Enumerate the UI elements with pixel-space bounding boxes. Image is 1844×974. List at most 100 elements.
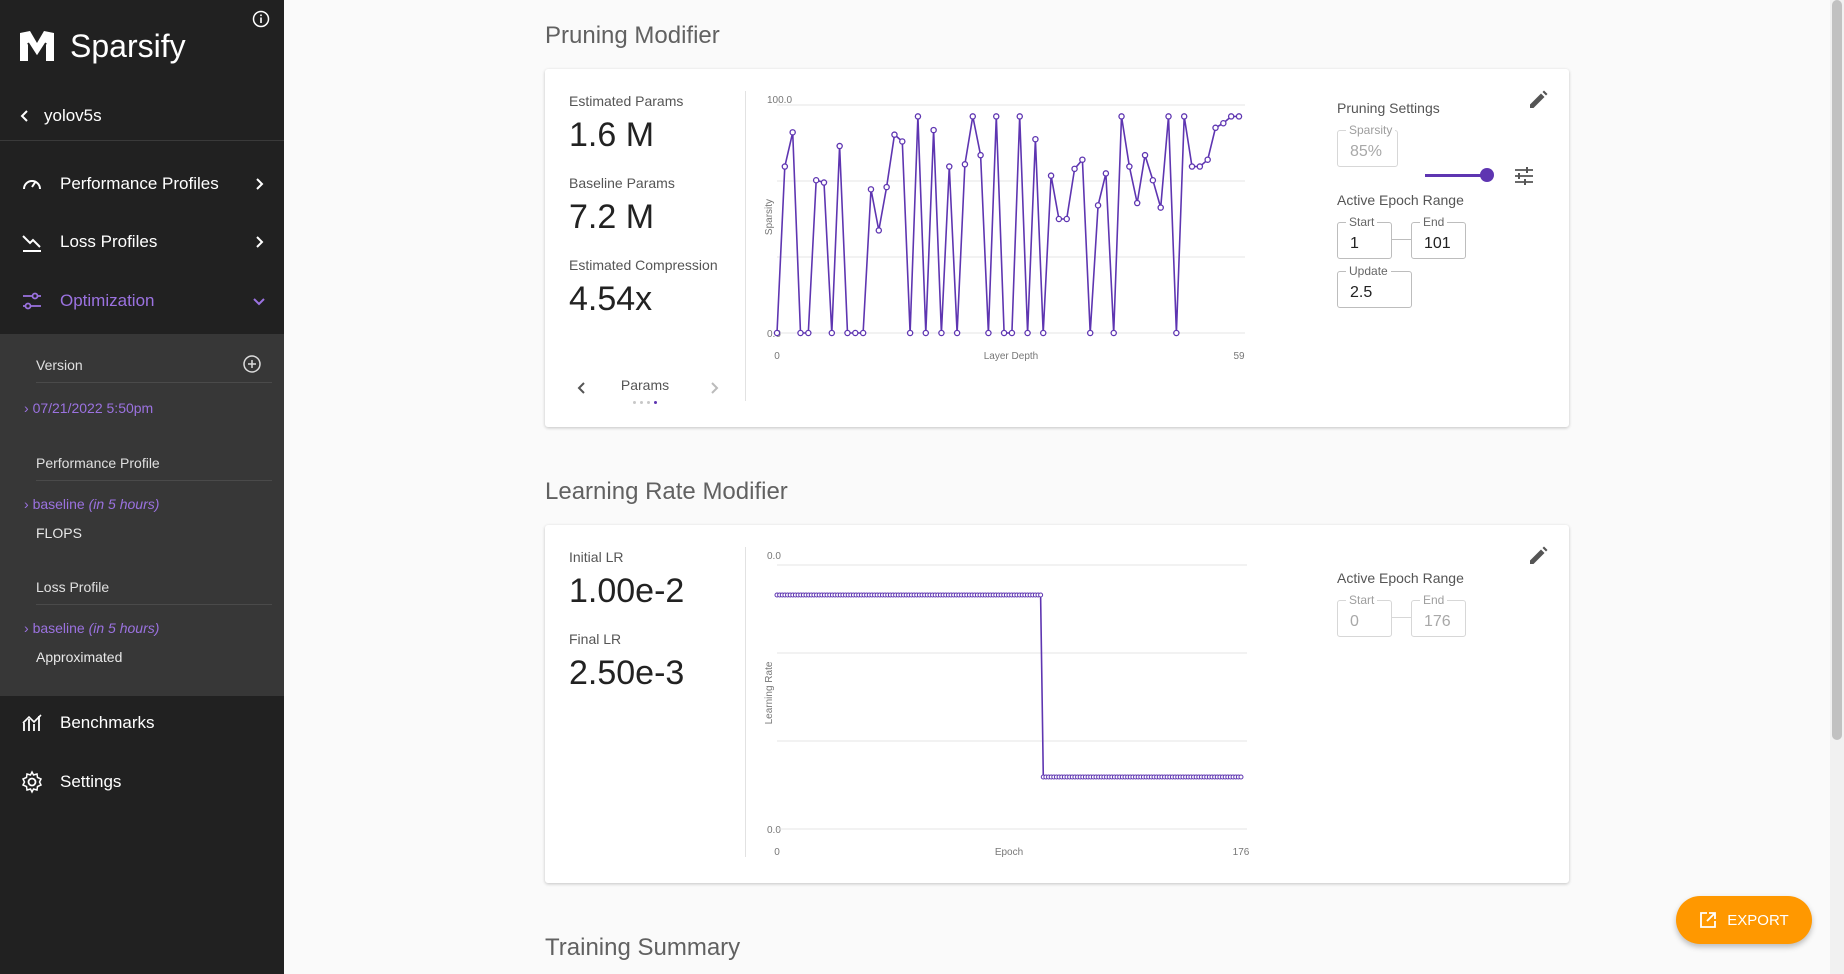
sparsity-point[interactable] (1032, 135, 1039, 143)
sparsity-point[interactable] (1133, 199, 1141, 207)
sparsity-point[interactable] (906, 329, 914, 337)
sparsity-point[interactable] (883, 183, 890, 191)
sparsity-point[interactable] (859, 329, 867, 337)
back-to-project[interactable]: yolov5s (0, 92, 284, 141)
lr-start-field[interactable]: Start 0 (1337, 593, 1392, 637)
tune-icon[interactable] (1513, 165, 1535, 187)
lr-point[interactable] (1238, 774, 1244, 780)
sparsity-point[interactable] (781, 163, 789, 170)
sparsity-point[interactable] (797, 329, 804, 337)
pruning-update-label: Update (1346, 264, 1391, 278)
chevron-left-icon[interactable] (575, 381, 589, 395)
perf-profile-link[interactable]: › baseline (in 5 hours) (24, 496, 160, 512)
sparsity-point[interactable] (812, 176, 820, 184)
sparsity-point[interactable] (922, 329, 930, 337)
sparsity-point[interactable] (1220, 119, 1227, 127)
pruning-start-value: 1 (1350, 235, 1359, 252)
sparsity-point[interactable] (914, 113, 922, 120)
sparsity-point[interactable] (961, 161, 969, 168)
sparsity-point[interactable] (899, 138, 906, 145)
nav-benchmarks[interactable]: Benchmarks (0, 694, 284, 752)
pruning-update-field[interactable]: Update 2.5 (1337, 264, 1412, 308)
sparsity-point[interactable] (1094, 202, 1102, 209)
sparsity-point[interactable] (1173, 329, 1180, 337)
sparsity-point[interactable] (805, 329, 812, 337)
sparsity-point[interactable] (1180, 113, 1188, 120)
sparsity-point[interactable] (891, 131, 898, 138)
sparsity-point[interactable] (1212, 124, 1219, 132)
sparsity-point[interactable] (977, 151, 984, 159)
sparsity-point[interactable] (1157, 204, 1164, 211)
sparsity-point[interactable] (1024, 329, 1031, 337)
sparsity-point[interactable] (1047, 172, 1055, 179)
sparsity-point[interactable] (1165, 113, 1172, 120)
sparsity-point[interactable] (938, 329, 945, 337)
sparsity-point[interactable] (867, 186, 875, 193)
trending-down-icon (22, 235, 41, 252)
lr-point[interactable] (1038, 592, 1044, 598)
nav-loss-profiles[interactable]: Loss Profiles (0, 213, 284, 271)
version-link[interactable]: › 07/21/2022 5:50pm (24, 400, 154, 416)
sparsity-point[interactable] (852, 329, 859, 337)
sparsity-point[interactable] (773, 329, 781, 337)
pruning-start-field[interactable]: Start 1 (1337, 215, 1392, 259)
sparsity-point[interactable] (875, 227, 883, 234)
sparsity-point[interactable] (1079, 156, 1086, 163)
sparsity-point[interactable] (1086, 329, 1094, 337)
sparsity-point[interactable] (1063, 215, 1070, 223)
page-scrollbar[interactable] (1830, 0, 1844, 974)
sparsity-point[interactable] (1188, 163, 1196, 170)
sparsity-point[interactable] (946, 163, 953, 170)
nav-settings[interactable]: Settings (0, 753, 284, 811)
carousel-dot[interactable] (640, 401, 643, 404)
scrollbar-thumb[interactable] (1832, 0, 1842, 740)
sparsity-point[interactable] (985, 329, 992, 337)
lr-end-field[interactable]: End 176 (1411, 593, 1466, 637)
sparsity-point[interactable] (1016, 113, 1023, 120)
sparsity-point[interactable] (820, 179, 828, 186)
sparsity-point[interactable] (1008, 329, 1016, 337)
sparsity-point[interactable] (1141, 151, 1149, 159)
nav-performance-profiles[interactable]: Performance Profiles (0, 155, 284, 213)
nav-optimization-label: Optimization (60, 291, 155, 310)
add-circle-icon[interactable] (242, 354, 262, 374)
sparsity-point[interactable] (1110, 329, 1117, 337)
carousel-dot[interactable] (647, 401, 650, 404)
sparsity-point[interactable] (836, 142, 843, 150)
carousel-dot[interactable] (633, 401, 636, 404)
sparsity-point[interactable] (844, 329, 851, 337)
sparsity-point[interactable] (1196, 163, 1204, 170)
info-icon[interactable] (252, 10, 270, 28)
sparsity-point[interactable] (930, 126, 937, 134)
carousel-dot-active[interactable] (654, 401, 657, 404)
sparsity-point[interactable] (1126, 163, 1133, 170)
sparsity-slider-track[interactable] (1425, 174, 1485, 177)
sparsity-slider-thumb[interactable] (1480, 168, 1494, 182)
brand[interactable]: Sparsify (18, 22, 186, 70)
sparsity-point[interactable] (969, 113, 977, 120)
sparsity-point[interactable] (1227, 113, 1235, 120)
sparsity-point[interactable] (993, 113, 1000, 120)
export-button[interactable]: EXPORT (1676, 896, 1812, 944)
sparsity-point[interactable] (1102, 170, 1110, 177)
sparsity-point[interactable] (789, 129, 796, 136)
chart-icon (22, 714, 42, 731)
sparsity-point[interactable] (1118, 113, 1125, 120)
pruning-end-field[interactable]: End 101 (1411, 215, 1466, 259)
loss-profile-link[interactable]: › baseline (in 5 hours) (24, 620, 160, 636)
pencil-icon[interactable] (1527, 89, 1549, 111)
pencil-icon[interactable] (1527, 545, 1549, 567)
sparsity-point[interactable] (1055, 215, 1063, 223)
sparsity-point[interactable] (953, 329, 961, 337)
sparsity-point[interactable] (1071, 165, 1078, 173)
sparsity-field[interactable]: Sparsity 85% (1337, 123, 1398, 167)
sparsity-line (776, 115, 1239, 334)
sparsity-point[interactable] (1039, 329, 1047, 337)
sparsity-point[interactable] (1235, 113, 1243, 120)
sparsity-point[interactable] (1204, 156, 1211, 163)
sparsity-point[interactable] (1149, 176, 1157, 184)
chevron-right-icon[interactable] (707, 381, 721, 395)
sparsity-point[interactable] (828, 329, 836, 337)
sparsity-point[interactable] (1000, 329, 1008, 337)
nav-optimization[interactable]: Optimization (0, 272, 284, 330)
